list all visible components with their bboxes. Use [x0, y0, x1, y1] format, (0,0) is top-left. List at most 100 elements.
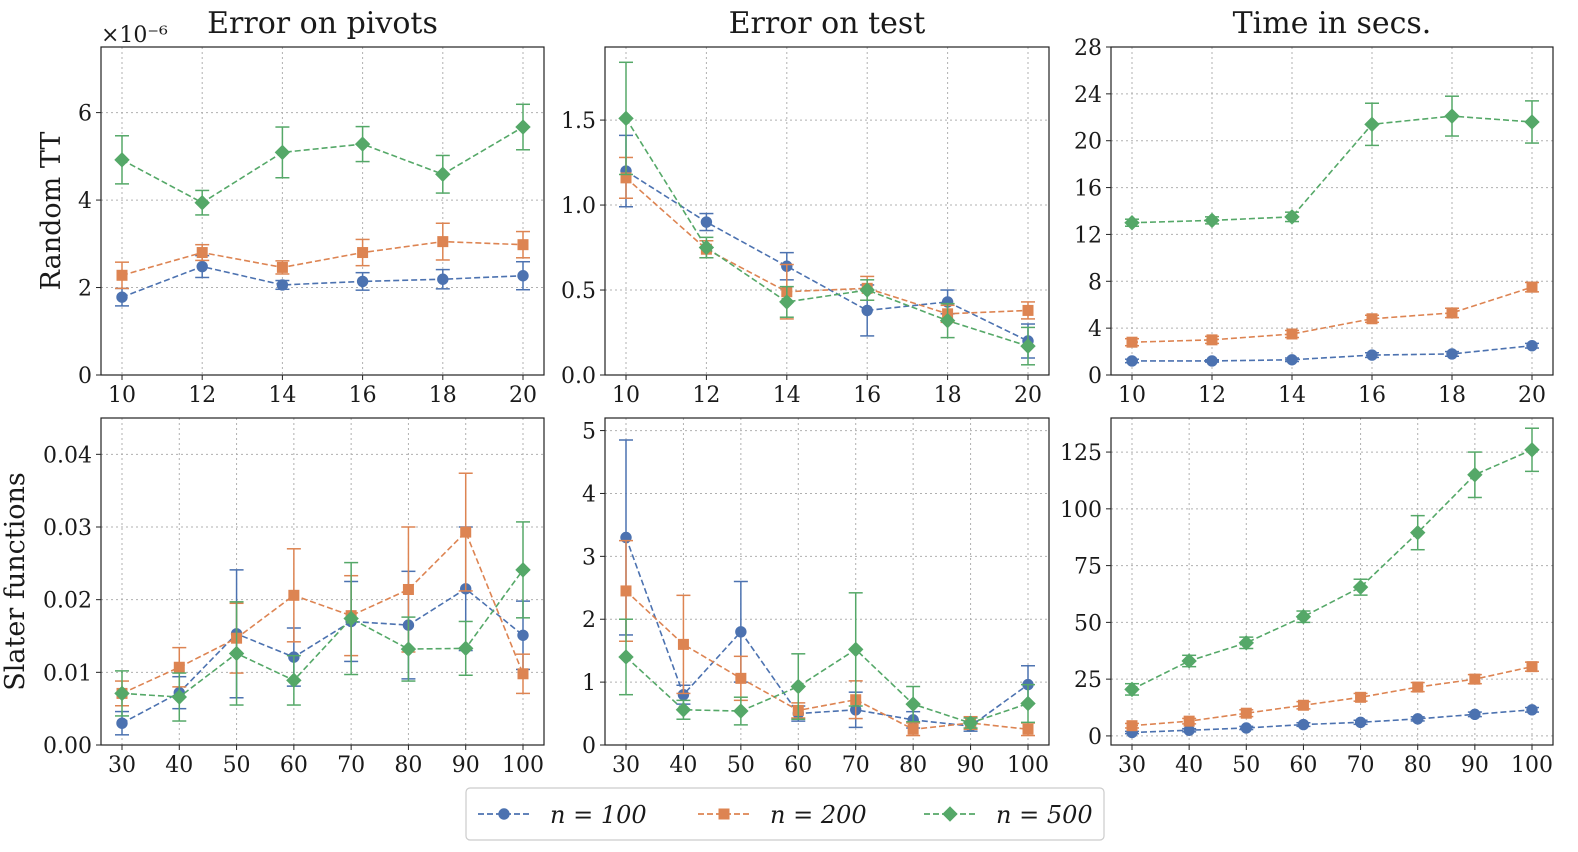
- series-line: [121, 265, 524, 298]
- y-tick-label: 0.00: [43, 734, 92, 759]
- series-line: [1131, 449, 1533, 691]
- data-point: [1022, 304, 1034, 316]
- x-tick-label: 12: [188, 383, 216, 408]
- data-point: [675, 702, 692, 718]
- data-point: [1355, 691, 1367, 703]
- data-point: [356, 275, 369, 288]
- series-2: [1125, 661, 1539, 732]
- y-tick-label: 0.5: [561, 279, 596, 304]
- data-point: [194, 194, 210, 211]
- data-point: [1295, 608, 1312, 625]
- x-tick-label: 16: [1358, 383, 1386, 408]
- data-point: [1526, 704, 1538, 716]
- series-2: [115, 222, 530, 290]
- data-point: [735, 626, 747, 638]
- y-tick-label: 125: [1060, 441, 1102, 466]
- x-tick-label: 30: [612, 753, 640, 778]
- data-point: [1124, 681, 1140, 698]
- y-tick-label: 24: [1074, 83, 1102, 108]
- data-point: [437, 236, 449, 248]
- data-point: [1352, 579, 1369, 595]
- subplot-title: Error on pivots: [207, 6, 438, 41]
- data-point: [700, 216, 713, 228]
- data-point: [343, 610, 359, 627]
- y-tick-label: 0: [582, 734, 596, 759]
- data-point: [435, 166, 451, 182]
- subplot-4: 30 40 50 60 70 80 90 100 0.00 0.01 0.02 0.03 0.04 Sla…: [0, 417, 545, 778]
- y-tick-label: 0.04: [43, 443, 92, 468]
- data-point: [1444, 108, 1460, 124]
- data-point: [517, 270, 529, 282]
- data-point: [116, 291, 128, 303]
- y-tick-label: 2: [582, 608, 596, 633]
- data-point: [1366, 349, 1378, 361]
- data-point: [1526, 661, 1538, 673]
- x-tick-label: 14: [773, 383, 801, 408]
- data-point: [1524, 114, 1540, 130]
- x-tick-label: 100: [1007, 753, 1049, 778]
- series-3: [618, 592, 1036, 731]
- series-line: [1131, 115, 1533, 224]
- data-point: [861, 304, 873, 317]
- legend: n = 100 n = 200 n = 500: [465, 787, 1105, 841]
- x-tick-label: 40: [1175, 753, 1203, 778]
- y-tick-label: 0.03: [43, 516, 92, 541]
- subplot-6: 30 40 50 60 70 80 90 100 0 25 50 75 100 125: [1060, 417, 1554, 778]
- y-tick-label: 3: [582, 545, 596, 570]
- data-point: [1206, 355, 1218, 367]
- data-point: [517, 239, 529, 251]
- x-tick-label: 10: [612, 383, 640, 408]
- x-tick-label: 30: [108, 753, 136, 778]
- data-point: [1240, 722, 1252, 734]
- data-point: [116, 269, 128, 281]
- series-1: [619, 439, 1035, 732]
- axes-frame: [1110, 46, 1554, 376]
- x-tick-label: 20: [1014, 383, 1042, 408]
- x-tick-label: 50: [1232, 753, 1260, 778]
- y-tick-label: 20: [1074, 130, 1102, 155]
- x-tick-label: 12: [692, 383, 720, 408]
- data-point: [171, 689, 187, 705]
- y-tick-label: 2: [78, 277, 92, 302]
- legend-label: n = 200: [770, 801, 867, 829]
- data-point: [1412, 713, 1424, 725]
- data-point: [400, 641, 417, 657]
- x-tick-label: 90: [452, 753, 480, 778]
- data-point: [1206, 334, 1218, 346]
- data-point: [1354, 716, 1367, 728]
- data-point: [1412, 681, 1424, 693]
- y-tick-label: 0.01: [43, 661, 92, 686]
- data-point: [620, 585, 632, 597]
- y-tick-label: 0: [78, 364, 92, 389]
- axes-frame: [100, 46, 545, 376]
- y-tick-label: 4: [1088, 317, 1102, 342]
- y-tick-label: 1: [582, 671, 596, 696]
- data-point: [1126, 720, 1138, 732]
- data-point: [1124, 215, 1140, 231]
- series-line: [625, 590, 1029, 731]
- data-point: [1446, 348, 1458, 360]
- y-tick-label: 0.02: [43, 589, 92, 614]
- x-tick-label: 40: [669, 753, 697, 778]
- x-tick-label: 90: [957, 753, 985, 778]
- x-tick-label: 100: [502, 753, 544, 778]
- data-point: [848, 641, 864, 658]
- axes-frame: [100, 417, 545, 746]
- data-point: [735, 672, 747, 684]
- x-tick-label: 70: [337, 753, 365, 778]
- y-tick-label: 0.0: [561, 364, 596, 389]
- y-axis-label: Random TT: [36, 132, 67, 291]
- data-point: [1022, 723, 1034, 735]
- x-tick-label: 80: [394, 753, 422, 778]
- y-tick-label: 75: [1074, 555, 1102, 580]
- x-tick-label: 20: [1518, 383, 1546, 408]
- data-point: [228, 645, 245, 662]
- subplot-2: 10 12 14 16 18 20 0.0 0.5 1.0 1.5 Error on test: [561, 6, 1050, 408]
- legend-label: n = 100: [550, 801, 647, 829]
- x-tick-label: 10: [1118, 383, 1146, 408]
- x-tick-label: 16: [349, 383, 377, 408]
- legend-marker: [498, 808, 510, 820]
- axes-frame: [604, 46, 1050, 376]
- data-point: [1469, 673, 1481, 685]
